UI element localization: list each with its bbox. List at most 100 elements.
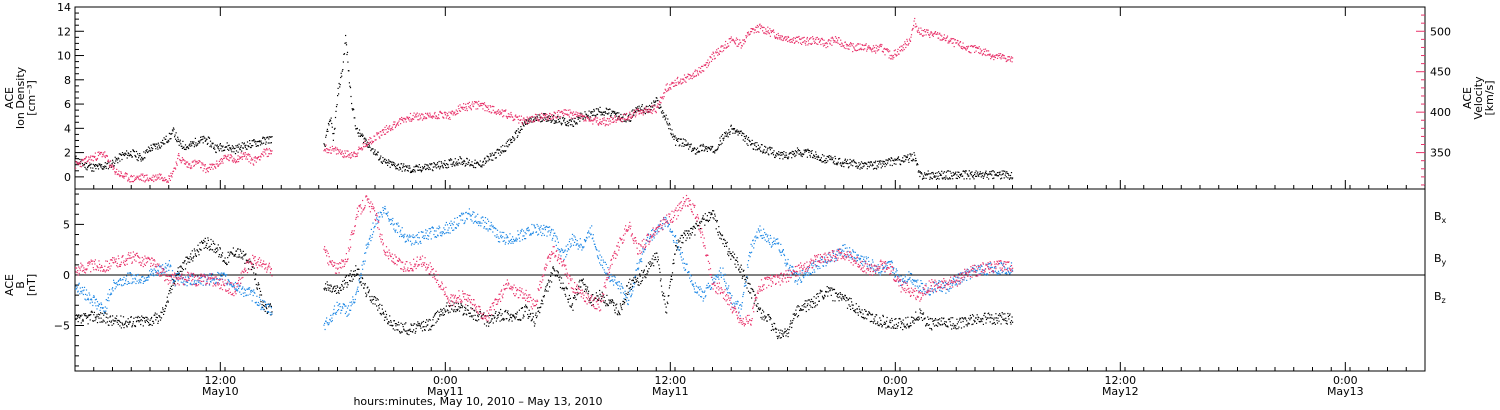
bx-series-point	[346, 282, 349, 284]
bx-series-point	[881, 325, 883, 327]
density-series-point	[477, 162, 479, 164]
density-series-point	[246, 148, 248, 150]
bx-series-point	[76, 314, 78, 316]
bx-series-point	[798, 306, 800, 308]
bx-series-point	[580, 286, 582, 288]
velocity-series-point	[383, 133, 386, 135]
bx-series-point	[442, 312, 444, 314]
density-series-point	[557, 116, 559, 118]
bx-series-point	[375, 299, 377, 301]
velocity-series-point	[847, 45, 850, 47]
bx-series-point	[233, 254, 236, 256]
density-series-point	[974, 172, 976, 174]
density-series-point	[815, 151, 817, 153]
bx-series-point	[120, 327, 122, 329]
velocity-series-point	[544, 116, 546, 118]
velocity-series-point	[264, 151, 266, 153]
density-series-point	[508, 144, 511, 146]
bx-series-point	[163, 313, 165, 315]
density-series-point	[981, 175, 983, 177]
bx-series-point	[890, 327, 892, 329]
velocity-series-point	[106, 155, 108, 157]
velocity-series-point	[641, 112, 643, 115]
velocity-series-point	[509, 113, 511, 115]
velocity-series-point	[84, 158, 87, 160]
velocity-series-point	[495, 112, 497, 114]
bx-series-point	[127, 318, 129, 320]
density-series-point	[271, 136, 273, 138]
density-series-point	[560, 124, 563, 126]
bx-series-point	[418, 322, 420, 325]
density-series-point	[733, 128, 736, 130]
density-series-point	[450, 158, 452, 160]
density-series-point	[491, 152, 493, 154]
velocity-series-point	[370, 137, 372, 140]
velocity-series-point	[144, 180, 146, 182]
density-series-point	[818, 156, 820, 158]
bx-series-point	[796, 306, 798, 308]
bx-series-point	[331, 291, 333, 293]
bx-series-point	[793, 313, 795, 315]
velocity-series-point	[569, 109, 571, 111]
bx-series-point	[421, 330, 424, 332]
velocity-series-point	[671, 81, 673, 83]
velocity-series-point	[887, 50, 889, 52]
bx-series-point	[255, 283, 257, 286]
density-series-point	[850, 164, 852, 166]
bx-series-point	[109, 316, 111, 318]
density-series-point	[566, 120, 568, 122]
bx-series-point	[235, 250, 238, 252]
bx-series-point	[731, 255, 733, 257]
velocity-series-point	[185, 161, 188, 163]
bx-series-point	[536, 315, 538, 317]
bx-series-point	[578, 285, 580, 287]
velocity-series-point	[943, 37, 945, 39]
velocity-series-point	[112, 164, 114, 166]
bx-series-point	[673, 262, 675, 264]
density-tick-label: 2	[64, 147, 71, 160]
bx-series-point	[447, 312, 450, 314]
density-series-point	[113, 165, 115, 167]
velocity-series-point	[603, 123, 605, 125]
bx-series-point	[706, 219, 708, 221]
velocity-series-point	[374, 135, 376, 137]
density-series-point	[840, 164, 842, 166]
bx-series-point	[591, 304, 593, 307]
density-series-point	[1011, 178, 1013, 180]
density-series-point	[326, 130, 328, 132]
bx-series-point	[901, 323, 903, 325]
bx-series-point	[509, 314, 511, 316]
velocity-series-point	[242, 156, 244, 158]
density-series-point	[219, 143, 221, 145]
velocity-series-point	[467, 103, 469, 105]
density-series-point	[378, 159, 380, 161]
velocity-series-point	[770, 31, 772, 34]
density-series-point	[362, 134, 364, 136]
density-series-point	[884, 165, 886, 168]
density-series-point	[880, 167, 882, 169]
bx-series-point	[424, 329, 426, 331]
bx-series-point	[903, 323, 905, 325]
velocity-series-point	[417, 119, 419, 121]
density-series-point	[557, 118, 559, 121]
bx-series-point	[232, 253, 234, 255]
velocity-series-point	[524, 119, 526, 121]
velocity-series-point	[144, 181, 146, 183]
bx-series-point	[860, 316, 863, 318]
density-series-point	[505, 142, 507, 144]
velocity-series-point	[566, 113, 568, 116]
velocity-series-point	[979, 52, 981, 55]
density-series-point	[213, 146, 215, 148]
velocity-series-point	[789, 41, 791, 43]
velocity-series-point	[851, 45, 853, 47]
density-series-point	[138, 155, 140, 157]
velocity-series-point	[595, 121, 597, 123]
velocity-series-point	[471, 103, 473, 105]
velocity-series-point	[674, 85, 676, 87]
velocity-series-point	[980, 52, 982, 54]
velocity-series-point	[545, 116, 547, 118]
bx-series-point	[739, 266, 741, 268]
velocity-series-point	[344, 150, 346, 152]
bx-series-point	[259, 290, 262, 292]
bx-series-point	[634, 282, 636, 284]
